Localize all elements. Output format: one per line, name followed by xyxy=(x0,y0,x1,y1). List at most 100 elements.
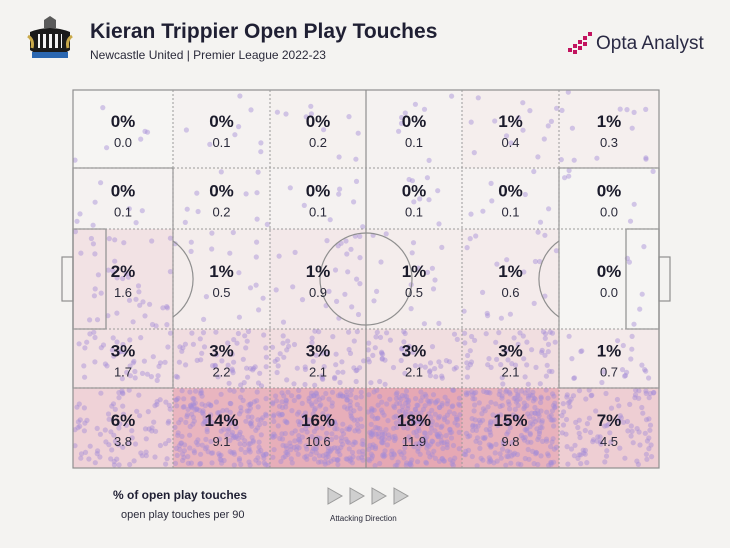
touch-dot xyxy=(546,368,552,374)
touch-dot xyxy=(551,423,557,429)
touch-dot xyxy=(434,432,441,438)
touch-dot xyxy=(75,419,81,425)
touch-dot xyxy=(126,206,132,212)
touch-dot xyxy=(636,388,642,394)
touch-dot xyxy=(237,93,243,99)
touch-dot xyxy=(98,345,104,351)
touch-dot xyxy=(253,427,259,433)
touch-dot xyxy=(371,389,377,395)
touch-dot xyxy=(237,429,243,435)
touch-dot xyxy=(358,389,364,395)
zone-1-2 xyxy=(270,168,366,229)
touch-dot xyxy=(498,362,504,368)
touch-dot xyxy=(537,381,543,387)
touch-dot xyxy=(620,419,627,425)
touch-dot xyxy=(104,363,110,369)
touch-dot xyxy=(373,431,379,437)
touch-dot xyxy=(316,329,322,335)
touch-dot xyxy=(525,387,531,393)
touch-dot xyxy=(622,455,628,461)
touch-dot xyxy=(515,341,521,347)
touch-dot xyxy=(531,168,537,175)
touch-dot xyxy=(229,351,235,357)
touch-dot xyxy=(167,330,174,336)
touch-dot xyxy=(360,224,366,230)
touch-dot xyxy=(294,411,301,417)
touch-dot xyxy=(522,404,528,410)
touch-dot xyxy=(509,440,515,446)
touch-dot xyxy=(132,368,138,375)
touch-dot xyxy=(133,296,139,302)
touch-dot xyxy=(309,434,315,440)
touch-dot xyxy=(563,416,570,423)
touch-dot xyxy=(467,362,473,368)
zone-per90-3-3: 2.1 xyxy=(405,365,423,380)
touch-dot xyxy=(503,348,509,354)
touch-dot xyxy=(578,348,584,355)
touch-dot xyxy=(507,391,513,397)
touch-dot xyxy=(491,460,497,466)
touch-dot xyxy=(344,251,350,257)
touch-dot xyxy=(112,258,118,264)
touch-dot xyxy=(263,451,269,457)
touch-dot xyxy=(229,366,235,372)
touch-dot xyxy=(359,454,365,461)
touch-dot xyxy=(317,397,323,403)
touch-dot xyxy=(190,341,196,347)
touch-dot xyxy=(636,395,642,401)
touch-dot xyxy=(119,376,125,382)
touch-dot xyxy=(205,449,211,455)
touch-dot xyxy=(295,418,301,425)
touch-dot xyxy=(199,350,205,356)
touch-dot xyxy=(479,411,485,417)
touch-dot xyxy=(373,334,379,340)
touch-dot xyxy=(182,442,188,448)
zone-per90-3-2: 2.1 xyxy=(309,365,327,380)
touch-dot xyxy=(281,393,287,399)
touch-dot xyxy=(296,409,302,415)
touch-dot xyxy=(502,418,508,425)
touch-dot xyxy=(569,125,576,131)
touch-dot xyxy=(407,437,413,443)
touch-dot xyxy=(385,432,391,438)
touch-dot xyxy=(525,411,531,417)
touch-dot xyxy=(532,258,539,265)
touch-dot xyxy=(583,396,589,402)
touch-dot xyxy=(430,438,436,445)
touch-dot xyxy=(344,439,350,445)
touch-dot xyxy=(443,433,449,439)
touch-dot xyxy=(637,306,643,312)
touch-dot xyxy=(636,429,642,435)
touch-dot xyxy=(308,390,315,396)
touch-dot xyxy=(340,369,346,375)
touch-dot xyxy=(330,334,336,340)
touch-dot xyxy=(198,388,204,394)
touch-dot xyxy=(482,434,488,441)
touch-dot xyxy=(187,389,193,395)
touch-dot xyxy=(426,157,432,163)
touch-dot xyxy=(562,175,568,181)
touch-dot xyxy=(495,413,501,419)
touch-dot xyxy=(499,395,505,401)
touch-dot xyxy=(151,419,157,425)
touch-dot xyxy=(221,457,227,464)
touch-dot xyxy=(463,392,470,398)
touch-dot xyxy=(431,448,437,454)
touch-dot xyxy=(404,460,410,466)
touch-dot xyxy=(533,451,539,457)
touch-dot xyxy=(379,356,385,362)
touch-dot xyxy=(181,404,187,410)
touch-dot xyxy=(370,428,376,434)
touch-dot xyxy=(424,434,430,440)
touch-dot xyxy=(282,453,288,459)
touch-dot xyxy=(141,358,147,364)
touch-dot xyxy=(437,404,443,410)
touch-dot xyxy=(105,267,111,273)
touch-dot xyxy=(426,411,432,417)
touch-dot xyxy=(450,403,456,409)
touch-dot xyxy=(542,232,548,238)
touch-dot xyxy=(379,399,385,405)
touch-dot xyxy=(286,343,292,349)
zone-pct-4-1: 14% xyxy=(204,411,238,430)
touch-dot xyxy=(369,407,375,413)
